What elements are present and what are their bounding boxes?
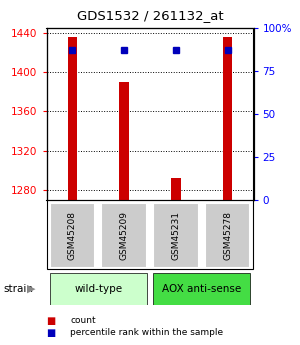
Text: strain: strain [3,284,33,294]
Bar [153,203,199,268]
Text: GSM45278: GSM45278 [223,211,232,260]
Text: count: count [70,316,96,325]
Bar [68,38,77,200]
Bar [223,38,232,200]
Bar [205,203,250,268]
Text: percentile rank within the sample: percentile rank within the sample [70,328,224,337]
Text: GSM45209: GSM45209 [120,211,129,260]
Bar [153,273,250,305]
Text: ▶: ▶ [27,284,36,294]
Text: ■: ■ [46,316,56,326]
Bar [171,178,181,200]
Text: wild-type: wild-type [74,284,122,294]
Text: GSM45208: GSM45208 [68,211,77,260]
Text: GDS1532 / 261132_at: GDS1532 / 261132_at [77,9,223,22]
Bar [101,203,147,268]
Text: GSM45231: GSM45231 [171,211,180,260]
Bar [50,203,95,268]
Text: ■: ■ [46,328,56,338]
Text: AOX anti-sense: AOX anti-sense [162,284,242,294]
Bar [50,273,147,305]
Bar [119,82,129,200]
